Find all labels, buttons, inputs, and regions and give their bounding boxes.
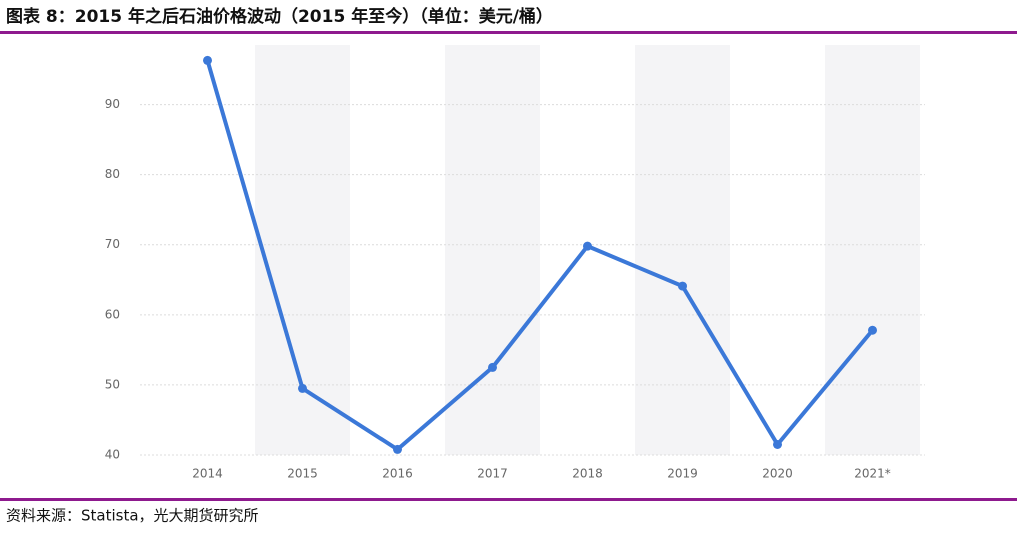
price-line [205, 59, 875, 452]
x-tick-label: 2017 [477, 467, 508, 481]
x-tick-label: 2018 [572, 467, 603, 481]
title-rule [0, 31, 1017, 34]
point [773, 439, 782, 449]
column-band [255, 45, 350, 455]
point [678, 281, 687, 291]
y-tick-label: 70 [105, 237, 120, 251]
column-band [635, 45, 730, 455]
point [868, 325, 877, 335]
column-band [825, 45, 920, 455]
x-tick-label: 2021* [854, 467, 891, 481]
y-tick-label: 80 [105, 167, 120, 181]
point [203, 55, 212, 65]
point [583, 241, 592, 251]
x-tick-label: 2014 [192, 467, 223, 481]
y-tick-label: 90 [105, 97, 120, 111]
y-tick-label: 60 [105, 307, 120, 321]
y-tick-label: 50 [105, 377, 120, 391]
x-tick-label: 2020 [762, 467, 793, 481]
point [488, 362, 497, 372]
x-tick-label: 2015 [287, 467, 318, 481]
point [393, 444, 402, 454]
x-tick-label: 2019 [667, 467, 698, 481]
y-tick-label: 40 [105, 448, 120, 462]
source: 资料来源：Statista，光大期货研究所 [6, 507, 259, 525]
chart-title: 图表 8：2015 年之后石油价格波动（2015 年至今）（单位：美元/桶） [6, 6, 553, 27]
point [298, 383, 307, 393]
x-tick-label: 2016 [382, 467, 413, 481]
source-rule [0, 498, 1017, 501]
column-band [445, 45, 540, 455]
